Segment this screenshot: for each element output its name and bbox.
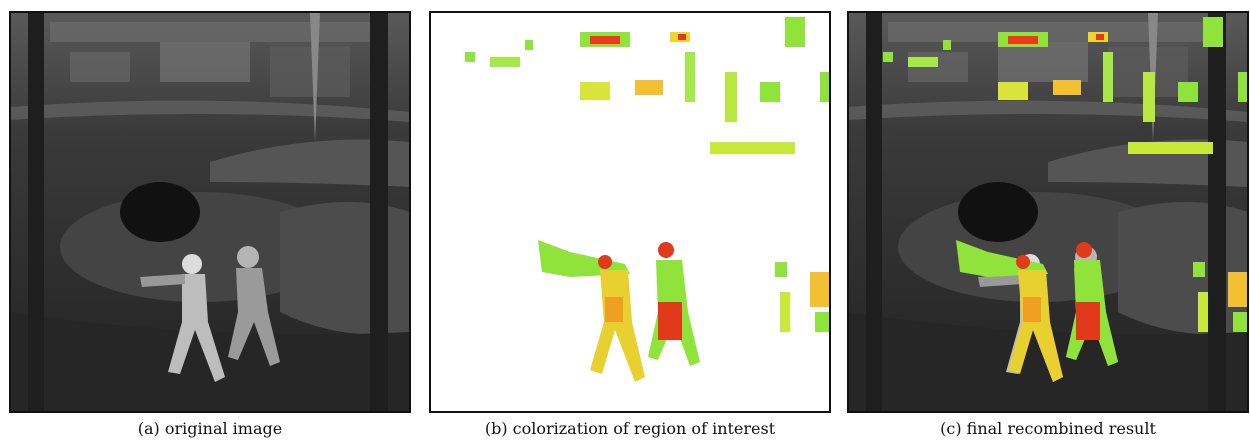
panel-c bbox=[848, 12, 1248, 412]
panel-b bbox=[430, 12, 830, 412]
caption: (b) colorization of region of interest bbox=[485, 419, 776, 438]
caption: (a) original image bbox=[138, 419, 282, 438]
body: (a) original image (b) colorization of r… bbox=[0, 0, 1250, 443]
page: {"panels": [ {"caption": "(a) original i… bbox=[0, 0, 1250, 443]
figure: (a) original image (b) colorization of r… bbox=[0, 0, 1250, 443]
caption: (c) final recombined result bbox=[940, 419, 1156, 438]
panel-a bbox=[10, 12, 410, 412]
